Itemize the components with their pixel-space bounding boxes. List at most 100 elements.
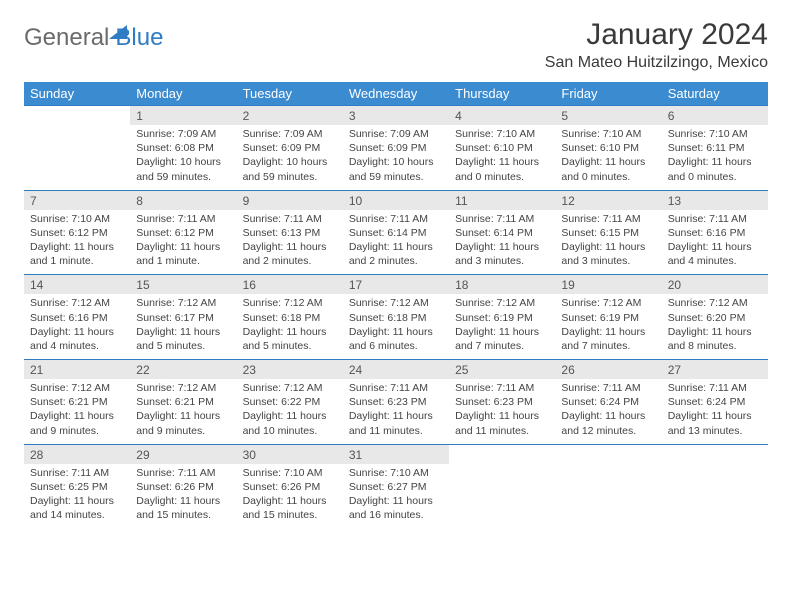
sunset-text: Sunset: 6:10 PM xyxy=(561,141,655,155)
day-data-cell xyxy=(449,464,555,529)
day-data-cell: Sunrise: 7:10 AMSunset: 6:26 PMDaylight:… xyxy=(237,464,343,529)
daylight-text: Daylight: 11 hours xyxy=(136,325,230,339)
day-data-cell: Sunrise: 7:11 AMSunset: 6:14 PMDaylight:… xyxy=(343,210,449,275)
daylight-text: and 3 minutes. xyxy=(455,254,549,268)
daylight-text: Daylight: 11 hours xyxy=(243,409,337,423)
sunset-text: Sunset: 6:09 PM xyxy=(243,141,337,155)
day-data-cell: Sunrise: 7:11 AMSunset: 6:24 PMDaylight:… xyxy=(555,379,661,444)
sunrise-text: Sunrise: 7:10 AM xyxy=(668,127,762,141)
sunset-text: Sunset: 6:21 PM xyxy=(30,395,124,409)
sunrise-text: Sunrise: 7:11 AM xyxy=(561,381,655,395)
day-data-cell: Sunrise: 7:11 AMSunset: 6:23 PMDaylight:… xyxy=(449,379,555,444)
daylight-text: and 7 minutes. xyxy=(561,339,655,353)
daylight-text: Daylight: 11 hours xyxy=(668,409,762,423)
sunrise-text: Sunrise: 7:11 AM xyxy=(30,466,124,480)
day-number-cell: 26 xyxy=(555,360,661,380)
daylight-text: and 0 minutes. xyxy=(561,170,655,184)
daylight-text: and 16 minutes. xyxy=(349,508,443,522)
daylight-text: and 7 minutes. xyxy=(455,339,549,353)
day-number-cell: 23 xyxy=(237,360,343,380)
daylight-text: Daylight: 10 hours xyxy=(136,155,230,169)
daylight-text: Daylight: 11 hours xyxy=(30,240,124,254)
daylight-text: and 59 minutes. xyxy=(136,170,230,184)
daylight-text: Daylight: 11 hours xyxy=(455,325,549,339)
day-number-row: 123456 xyxy=(24,106,768,126)
calendar-table: Sunday Monday Tuesday Wednesday Thursday… xyxy=(24,82,768,528)
sunset-text: Sunset: 6:19 PM xyxy=(455,311,549,325)
sunset-text: Sunset: 6:25 PM xyxy=(30,480,124,494)
sunrise-text: Sunrise: 7:11 AM xyxy=(668,212,762,226)
sunset-text: Sunset: 6:16 PM xyxy=(30,311,124,325)
sunset-text: Sunset: 6:26 PM xyxy=(243,480,337,494)
header: General Blue January 2024 San Mateo Huit… xyxy=(24,18,768,72)
daylight-text: and 15 minutes. xyxy=(136,508,230,522)
day-number-row: 14151617181920 xyxy=(24,275,768,295)
sunrise-text: Sunrise: 7:09 AM xyxy=(349,127,443,141)
day-number-cell xyxy=(24,106,130,126)
sunrise-text: Sunrise: 7:12 AM xyxy=(30,296,124,310)
day-data-cell: Sunrise: 7:10 AMSunset: 6:10 PMDaylight:… xyxy=(555,125,661,190)
sunset-text: Sunset: 6:13 PM xyxy=(243,226,337,240)
day-number-cell: 1 xyxy=(130,106,236,126)
daylight-text: and 10 minutes. xyxy=(243,424,337,438)
sunrise-text: Sunrise: 7:10 AM xyxy=(243,466,337,480)
sunrise-text: Sunrise: 7:12 AM xyxy=(30,381,124,395)
brand-logo: General Blue xyxy=(24,24,163,52)
daylight-text: Daylight: 10 hours xyxy=(349,155,443,169)
weekday-header: Friday xyxy=(555,82,661,106)
sunset-text: Sunset: 6:12 PM xyxy=(30,226,124,240)
sunset-text: Sunset: 6:22 PM xyxy=(243,395,337,409)
day-number-cell: 25 xyxy=(449,360,555,380)
daylight-text: and 9 minutes. xyxy=(136,424,230,438)
day-number-cell: 11 xyxy=(449,190,555,210)
day-data-row: Sunrise: 7:10 AMSunset: 6:12 PMDaylight:… xyxy=(24,210,768,275)
sunrise-text: Sunrise: 7:12 AM xyxy=(136,296,230,310)
sunrise-text: Sunrise: 7:11 AM xyxy=(136,212,230,226)
daylight-text: Daylight: 11 hours xyxy=(561,409,655,423)
sunset-text: Sunset: 6:14 PM xyxy=(455,226,549,240)
sunrise-text: Sunrise: 7:10 AM xyxy=(30,212,124,226)
day-number-cell: 30 xyxy=(237,444,343,464)
day-number-cell: 20 xyxy=(662,275,768,295)
day-number-cell: 22 xyxy=(130,360,236,380)
day-number-cell xyxy=(555,444,661,464)
day-number-cell: 27 xyxy=(662,360,768,380)
day-number-cell xyxy=(449,444,555,464)
daylight-text: Daylight: 11 hours xyxy=(668,155,762,169)
day-number-cell: 12 xyxy=(555,190,661,210)
day-number-cell: 17 xyxy=(343,275,449,295)
sunrise-text: Sunrise: 7:12 AM xyxy=(136,381,230,395)
day-data-cell: Sunrise: 7:12 AMSunset: 6:18 PMDaylight:… xyxy=(237,294,343,359)
sunrise-text: Sunrise: 7:11 AM xyxy=(349,212,443,226)
sunrise-text: Sunrise: 7:12 AM xyxy=(349,296,443,310)
day-data-cell: Sunrise: 7:09 AMSunset: 6:08 PMDaylight:… xyxy=(130,125,236,190)
daylight-text: Daylight: 11 hours xyxy=(243,240,337,254)
daylight-text: and 13 minutes. xyxy=(668,424,762,438)
daylight-text: and 59 minutes. xyxy=(243,170,337,184)
daylight-text: and 1 minute. xyxy=(136,254,230,268)
daylight-text: and 1 minute. xyxy=(30,254,124,268)
sunrise-text: Sunrise: 7:12 AM xyxy=(668,296,762,310)
day-data-cell: Sunrise: 7:10 AMSunset: 6:12 PMDaylight:… xyxy=(24,210,130,275)
daylight-text: and 14 minutes. xyxy=(30,508,124,522)
day-data-cell xyxy=(555,464,661,529)
sunset-text: Sunset: 6:09 PM xyxy=(349,141,443,155)
weekday-header-row: Sunday Monday Tuesday Wednesday Thursday… xyxy=(24,82,768,106)
daylight-text: Daylight: 11 hours xyxy=(561,240,655,254)
day-number-row: 21222324252627 xyxy=(24,360,768,380)
sunset-text: Sunset: 6:18 PM xyxy=(349,311,443,325)
month-title: January 2024 xyxy=(545,18,768,52)
sunrise-text: Sunrise: 7:11 AM xyxy=(561,212,655,226)
weekday-header: Thursday xyxy=(449,82,555,106)
daylight-text: Daylight: 11 hours xyxy=(455,240,549,254)
sunrise-text: Sunrise: 7:09 AM xyxy=(243,127,337,141)
day-number-cell: 13 xyxy=(662,190,768,210)
sunset-text: Sunset: 6:10 PM xyxy=(455,141,549,155)
day-number-cell: 7 xyxy=(24,190,130,210)
daylight-text: and 5 minutes. xyxy=(136,339,230,353)
daylight-text: and 2 minutes. xyxy=(243,254,337,268)
sunset-text: Sunset: 6:24 PM xyxy=(561,395,655,409)
daylight-text: Daylight: 10 hours xyxy=(243,155,337,169)
day-data-row: Sunrise: 7:09 AMSunset: 6:08 PMDaylight:… xyxy=(24,125,768,190)
day-data-cell: Sunrise: 7:12 AMSunset: 6:20 PMDaylight:… xyxy=(662,294,768,359)
